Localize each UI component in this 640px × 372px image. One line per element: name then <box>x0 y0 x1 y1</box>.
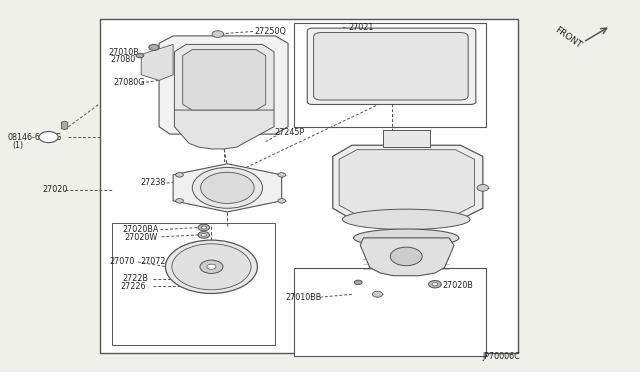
Text: 27020W: 27020W <box>124 232 157 242</box>
FancyBboxPatch shape <box>307 28 476 105</box>
Text: 27080G: 27080G <box>113 78 145 87</box>
Circle shape <box>429 280 442 288</box>
Circle shape <box>198 224 209 231</box>
Text: 27080: 27080 <box>111 55 136 64</box>
FancyBboxPatch shape <box>314 33 468 100</box>
Polygon shape <box>141 44 173 80</box>
Circle shape <box>200 260 223 273</box>
Bar <box>383 131 431 147</box>
Text: 27010BB: 27010BB <box>285 293 321 302</box>
Circle shape <box>166 240 257 294</box>
Circle shape <box>372 291 383 297</box>
Text: 27020B: 27020B <box>443 281 474 290</box>
Circle shape <box>201 233 206 237</box>
Circle shape <box>198 232 209 238</box>
Ellipse shape <box>353 229 459 247</box>
Bar <box>294 267 486 356</box>
Text: B: B <box>45 132 51 142</box>
Text: 27072: 27072 <box>140 257 165 266</box>
Polygon shape <box>61 121 68 130</box>
Circle shape <box>207 264 216 269</box>
Circle shape <box>212 31 223 37</box>
Circle shape <box>278 199 285 203</box>
Polygon shape <box>360 238 454 276</box>
Text: 2722B: 2722B <box>122 274 148 283</box>
Text: 27245P: 27245P <box>274 128 304 137</box>
Polygon shape <box>333 145 483 219</box>
Polygon shape <box>174 44 274 116</box>
Polygon shape <box>182 49 266 110</box>
Circle shape <box>201 226 206 229</box>
Text: 27226: 27226 <box>121 282 147 291</box>
Text: 27250Q: 27250Q <box>255 27 287 36</box>
Bar <box>113 223 275 345</box>
Polygon shape <box>159 36 288 134</box>
Circle shape <box>172 244 251 290</box>
Text: JP70006C: JP70006C <box>483 352 520 361</box>
Circle shape <box>390 247 422 266</box>
Text: 27070: 27070 <box>109 257 134 266</box>
Text: 27020: 27020 <box>42 185 68 194</box>
Text: 08146-6162G: 08146-6162G <box>7 133 61 142</box>
Circle shape <box>175 199 183 203</box>
Circle shape <box>39 132 58 142</box>
Circle shape <box>477 185 488 191</box>
Text: (1): (1) <box>12 141 23 150</box>
Ellipse shape <box>342 209 470 230</box>
Polygon shape <box>174 110 274 149</box>
Circle shape <box>432 283 438 286</box>
Circle shape <box>149 44 159 50</box>
Text: FRONT: FRONT <box>553 25 583 50</box>
Bar <box>100 19 518 353</box>
Text: 27010B: 27010B <box>108 48 139 57</box>
Circle shape <box>278 173 285 177</box>
Bar <box>294 23 486 127</box>
Text: 27035M: 27035M <box>402 55 434 64</box>
Text: 27021: 27021 <box>349 23 374 32</box>
Circle shape <box>192 167 262 208</box>
Text: 27020BA: 27020BA <box>122 225 159 234</box>
Circle shape <box>175 173 183 177</box>
Circle shape <box>355 280 362 285</box>
Circle shape <box>200 172 254 203</box>
Polygon shape <box>173 164 282 212</box>
Text: 27238: 27238 <box>140 178 165 187</box>
Text: 27010BA: 27010BA <box>422 185 458 194</box>
Polygon shape <box>339 150 474 215</box>
Circle shape <box>136 53 144 58</box>
